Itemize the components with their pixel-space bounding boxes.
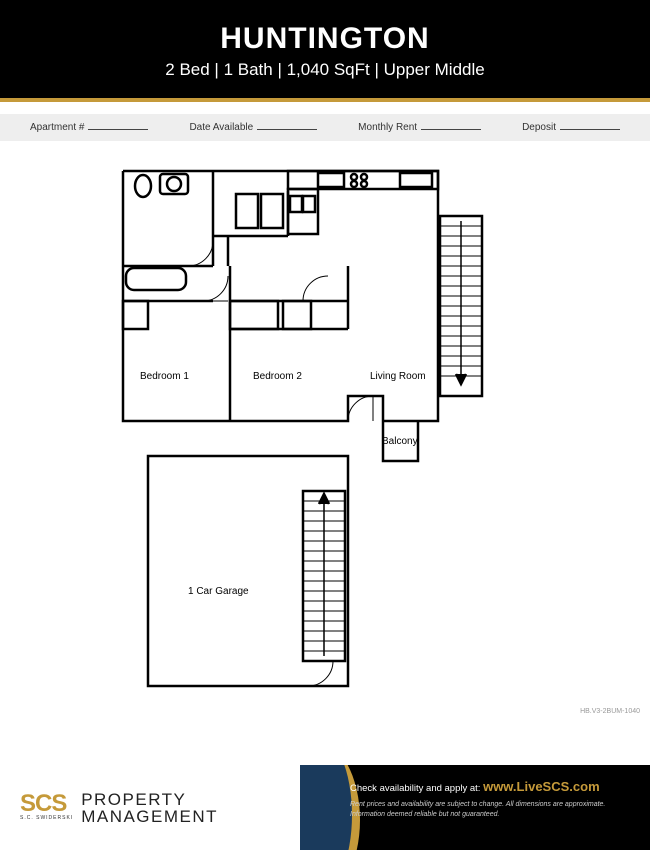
property-title: HUNTINGTON <box>10 22 640 56</box>
bedroom1-label: Bedroom 1 <box>140 371 189 382</box>
cta-text: Check availability and apply at: <box>350 783 480 794</box>
logo-sub-text: S.C. SWIDERSKI <box>20 815 73 821</box>
living-label: Living Room <box>370 371 426 382</box>
rent-blank <box>421 129 481 130</box>
form-fields-band: Apartment # Date Available Monthly Rent … <box>0 114 650 141</box>
pm-line2: MANAGEMENT <box>81 808 218 825</box>
deposit-label: Deposit <box>522 122 556 133</box>
garage-label: 1 Car Garage <box>188 586 249 597</box>
footer-cta-area: Check availability and apply at: www.Liv… <box>300 765 650 850</box>
header-banner: HUNTINGTON 2 Bed | 1 Bath | 1,040 SqFt |… <box>0 0 650 98</box>
date-label: Date Available <box>189 122 253 133</box>
accent-bar <box>0 98 650 102</box>
apartment-label: Apartment # <box>30 122 84 133</box>
rent-field: Monthly Rent <box>358 122 481 133</box>
floorplan-diagram: Bedroom 1 Bedroom 2 Living Room Balcony … <box>118 166 538 696</box>
apartment-field: Apartment # <box>30 122 148 133</box>
cta-line: Check availability and apply at: www.Liv… <box>350 779 632 794</box>
company-logo: SCS S.C. SWIDERSKI PROPERTY MANAGEMENT <box>20 791 218 825</box>
floorplan-area: Bedroom 1 Bedroom 2 Living Room Balcony … <box>0 141 650 721</box>
rent-label: Monthly Rent <box>358 122 417 133</box>
date-field: Date Available <box>189 122 317 133</box>
deposit-blank <box>560 129 620 130</box>
cta-url[interactable]: www.LiveSCS.com <box>483 779 600 794</box>
disclaimer-text: Rent prices and availability are subject… <box>350 800 632 820</box>
footer: SCS S.C. SWIDERSKI PROPERTY MANAGEMENT C… <box>0 765 650 850</box>
footer-logo-area: SCS S.C. SWIDERSKI PROPERTY MANAGEMENT <box>0 765 300 850</box>
deposit-field: Deposit <box>522 122 620 133</box>
logo-main-text: SCS <box>20 794 73 814</box>
apartment-blank <box>88 129 148 130</box>
property-subtitle: 2 Bed | 1 Bath | 1,040 SqFt | Upper Midd… <box>10 60 640 80</box>
date-blank <box>257 129 317 130</box>
plan-code: HB.V3-2BUM-1040 <box>580 708 640 715</box>
balcony-label: Balcony <box>382 436 418 447</box>
pm-line1: PROPERTY <box>81 791 218 808</box>
swoosh-navy <box>300 765 352 850</box>
bedroom2-label: Bedroom 2 <box>253 371 302 382</box>
